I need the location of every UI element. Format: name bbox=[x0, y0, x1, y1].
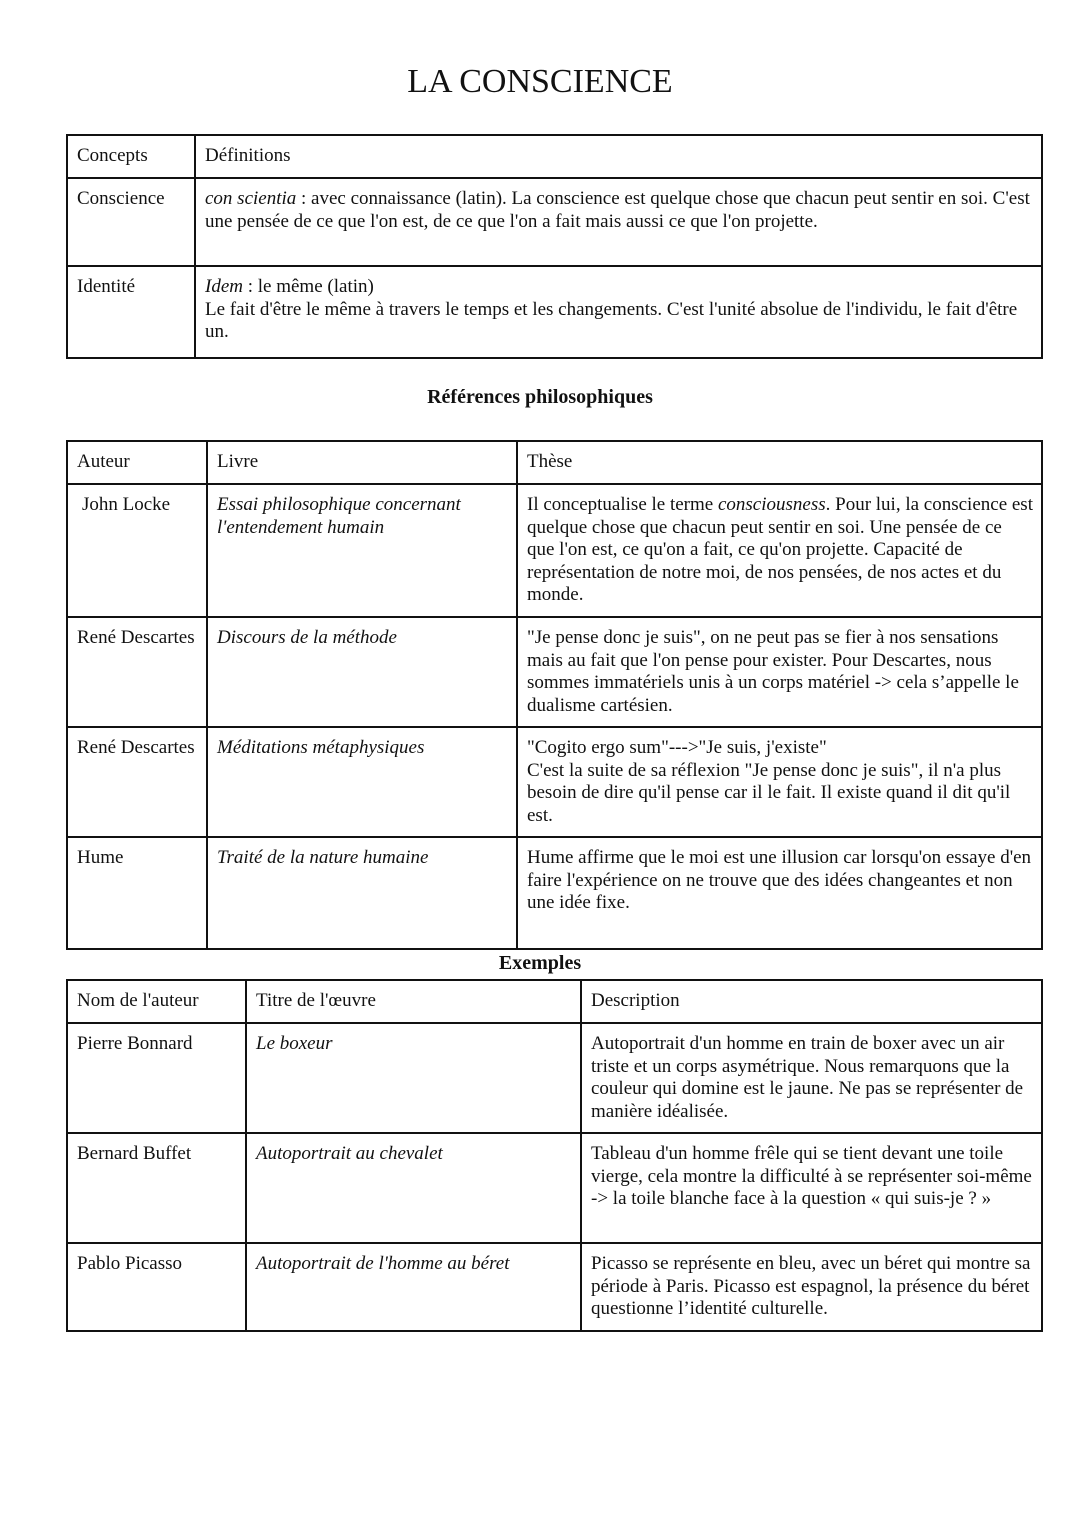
description-cell: Tableau d'un homme frêle qui se tient de… bbox=[580, 1132, 1043, 1244]
table-row: Pierre Bonnard Le boxeur Autoportrait d'… bbox=[66, 1022, 1043, 1134]
author-cell: René Descartes bbox=[66, 726, 208, 838]
references-table: Auteur Livre Thèse John Locke Essai phil… bbox=[66, 440, 1043, 950]
table-row: Bernard Buffet Autoportrait au chevalet … bbox=[66, 1132, 1043, 1244]
latin-term: Idem bbox=[205, 276, 243, 297]
author-cell: Pierre Bonnard bbox=[66, 1022, 247, 1134]
table-header-row: Concepts Définitions bbox=[66, 134, 1043, 179]
table-row: Pablo Picasso Autoportrait de l'homme au… bbox=[66, 1242, 1043, 1332]
thesis-text: "Cogito ergo sum"--->"Je suis, j'existe" bbox=[527, 737, 827, 758]
header-cell: Auteur bbox=[66, 440, 208, 485]
concept-cell: Identité bbox=[66, 265, 196, 359]
table-row: Conscience con scientia : avec connaissa… bbox=[66, 177, 1043, 267]
table-row: René Descartes Discours de la méthode "J… bbox=[66, 616, 1043, 728]
author-cell: Pablo Picasso bbox=[66, 1242, 247, 1332]
header-cell: Nom de l'auteur bbox=[66, 979, 247, 1024]
header-cell: Thèse bbox=[516, 440, 1043, 485]
description-cell: Picasso se représente en bleu, avec un b… bbox=[580, 1242, 1043, 1332]
latin-term: con scientia bbox=[205, 188, 297, 209]
header-cell: Concepts bbox=[66, 134, 196, 179]
table-header-row: Nom de l'auteur Titre de l'œuvre Descrip… bbox=[66, 979, 1043, 1024]
header-cell: Livre bbox=[206, 440, 518, 485]
work-cell: Autoportrait de l'homme au béret bbox=[245, 1242, 582, 1332]
thesis-cell: Il conceptualise le terme consciousness.… bbox=[516, 483, 1043, 618]
thesis-text: . Pour lui, la conscience est quelque ch… bbox=[527, 494, 1033, 605]
thesis-cell: "Je pense donc je suis", on ne peut pas … bbox=[516, 616, 1043, 728]
thesis-term: consciousness bbox=[717, 494, 826, 515]
table-row: Hume Traité de la nature humaine Hume af… bbox=[66, 836, 1043, 950]
header-cell: Titre de l'œuvre bbox=[245, 979, 582, 1024]
thesis-text: C'est la suite de sa réflexion "Je pense… bbox=[527, 759, 1011, 826]
table-row: Identité Idem : le même (latin) Le fait d… bbox=[66, 265, 1043, 359]
table-header-row: Auteur Livre Thèse bbox=[66, 440, 1043, 485]
definition-cell: con scientia : avec connaissance (latin)… bbox=[194, 177, 1043, 267]
definition-text: Le fait d'être le même à travers le temp… bbox=[205, 298, 1018, 343]
section-heading: Références philosophiques bbox=[427, 386, 653, 408]
section-heading: Exemples bbox=[498, 952, 582, 974]
author-cell: Hume bbox=[66, 836, 208, 950]
author-cell: Bernard Buffet bbox=[66, 1132, 247, 1244]
work-cell: Le boxeur bbox=[245, 1022, 582, 1134]
thesis-cell: "Cogito ergo sum"--->"Je suis, j'existe"… bbox=[516, 726, 1043, 838]
description-cell: Autoportrait d'un homme en train de boxe… bbox=[580, 1022, 1043, 1134]
header-cell: Définitions bbox=[194, 134, 1043, 179]
author-cell: John Locke bbox=[66, 483, 208, 618]
concept-cell: Conscience bbox=[66, 177, 196, 267]
examples-table: Nom de l'auteur Titre de l'œuvre Descrip… bbox=[66, 979, 1043, 1332]
thesis-cell: Hume affirme que le moi est une illusion… bbox=[516, 836, 1043, 950]
work-cell: Autoportrait au chevalet bbox=[245, 1132, 582, 1244]
book-cell: Traité de la nature humaine bbox=[206, 836, 518, 950]
book-cell: Essai philosophique concernant l'entende… bbox=[206, 483, 518, 618]
table-row: John Locke Essai philosophique concernan… bbox=[66, 483, 1043, 618]
definition-text: : avec connaissance (latin). La conscien… bbox=[205, 188, 1030, 232]
page-title: LA CONSCIENCE bbox=[407, 63, 673, 100]
book-cell: Méditations métaphysiques bbox=[206, 726, 518, 838]
header-cell: Description bbox=[580, 979, 1043, 1024]
definition-cell: Idem : le même (latin) Le fait d'être le … bbox=[194, 265, 1043, 359]
concepts-table: Concepts Définitions Conscience con scie… bbox=[66, 134, 1043, 359]
author-cell: René Descartes bbox=[66, 616, 208, 728]
thesis-text: Il conceptualise le terme bbox=[527, 494, 718, 515]
table-row: René Descartes Méditations métaphysiques… bbox=[66, 726, 1043, 838]
definition-text: : le même (latin) bbox=[242, 276, 374, 297]
book-cell: Discours de la méthode bbox=[206, 616, 518, 728]
